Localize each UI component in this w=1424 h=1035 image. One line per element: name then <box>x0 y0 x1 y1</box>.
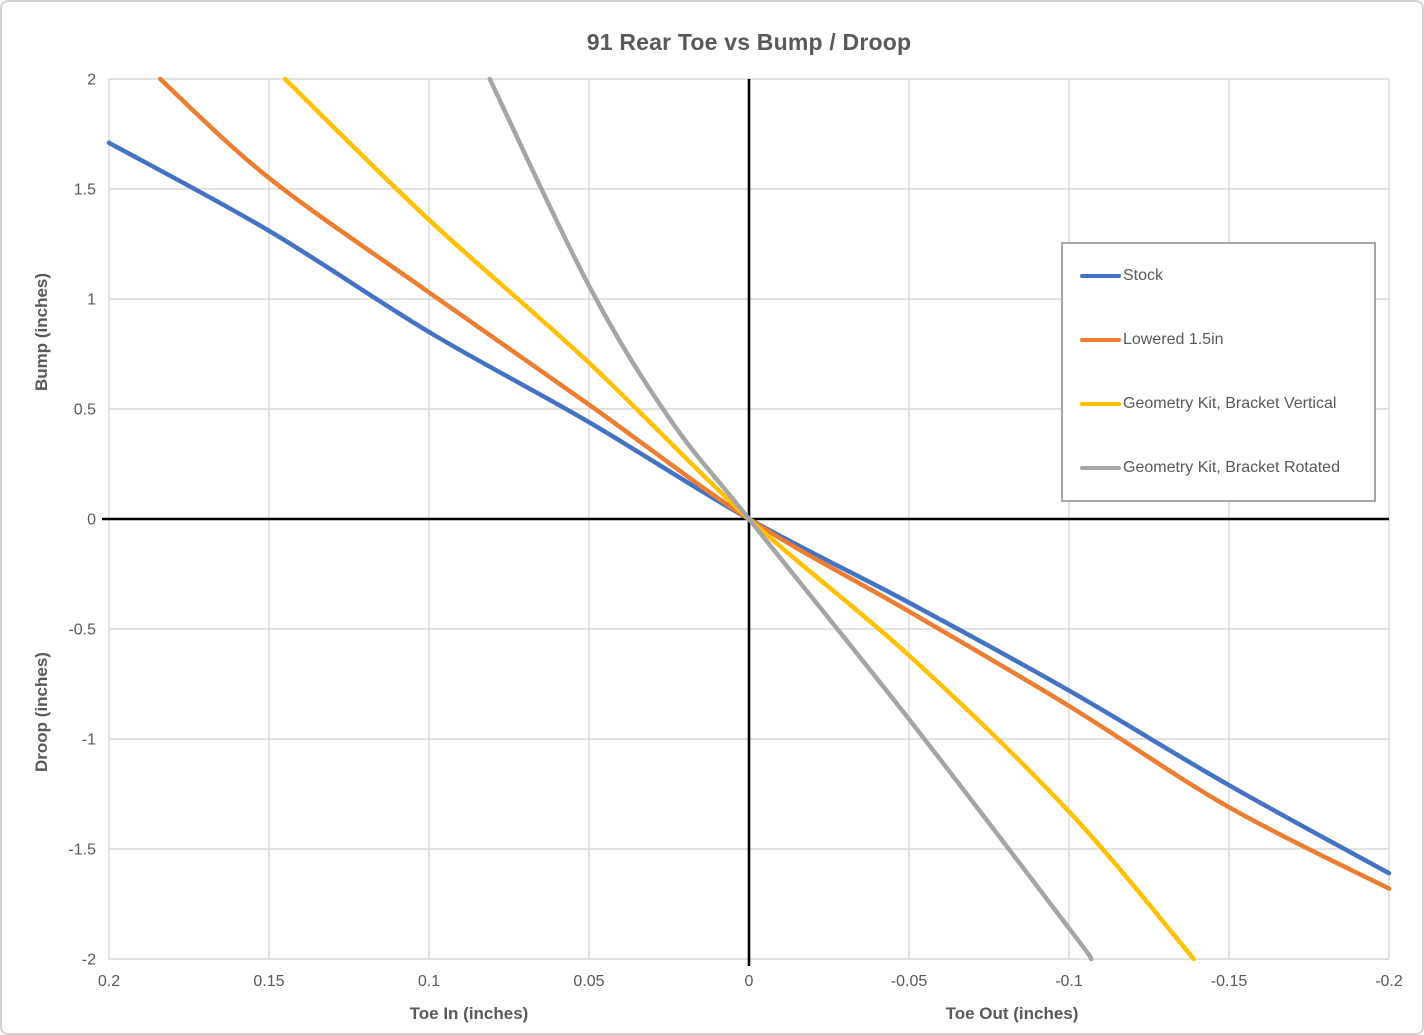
legend-item-lowered-1-5in[interactable]: Lowered 1.5in <box>1063 308 1374 372</box>
legend-item-stock[interactable]: Stock <box>1063 244 1374 308</box>
series-line-geometry-kit-bracket-rotated[interactable] <box>487 76 1094 962</box>
y-axis-title-bump: Bump (inches) <box>32 272 51 392</box>
y-tick-label: 1 <box>87 292 96 309</box>
y-tick-label: -1 <box>82 732 96 749</box>
y-tick-label: 0.5 <box>74 402 96 419</box>
legend-label: Geometry Kit, Bracket Rotated <box>1123 459 1340 476</box>
chart-title[interactable]: 91 Rear Toe vs Bump / Droop <box>586 29 912 55</box>
x-tick-label: -0.1 <box>1055 973 1083 990</box>
legend-item-geometry-kit-bracket-vertical[interactable]: Geometry Kit, Bracket Vertical <box>1063 372 1374 436</box>
legend[interactable]: Stock Lowered 1.5in Geometry Kit, Bracke… <box>1061 242 1376 502</box>
legend-label: Stock <box>1123 267 1164 284</box>
y-tick-label: 2 <box>87 72 96 89</box>
y-tick-label: -0.5 <box>68 622 96 639</box>
x-axis-title-toe-in: Toe In (inches) <box>409 1004 529 1023</box>
y-tick-label: 1.5 <box>74 182 96 199</box>
legend-item-geometry-kit-bracket-rotated[interactable]: Geometry Kit, Bracket Rotated <box>1063 436 1374 500</box>
legend-swatch-geometry-kit-bracket-vertical <box>1080 401 1121 407</box>
y-tick-label: -2 <box>82 952 96 969</box>
x-tick-label: 0 <box>745 973 754 990</box>
legend-swatch-geometry-kit-bracket-rotated <box>1080 465 1121 471</box>
x-tick-label: -0.05 <box>891 973 928 990</box>
x-tick-label: 0.2 <box>98 973 120 990</box>
legend-swatch-stock <box>1080 273 1121 279</box>
x-tick-label: 0.05 <box>573 973 604 990</box>
x-axis-title-toe-out: Toe Out (inches) <box>945 1004 1079 1023</box>
y-tick-label: -1.5 <box>68 842 96 859</box>
legend-label: Lowered 1.5in <box>1123 331 1224 348</box>
x-tick-label: -0.15 <box>1211 973 1248 990</box>
y-tick-label: 0 <box>87 512 96 529</box>
legend-swatch-lowered-1-5in <box>1080 337 1121 343</box>
x-tick-label: -0.2 <box>1375 973 1403 990</box>
x-tick-label: 0.1 <box>418 973 440 990</box>
legend-label: Geometry Kit, Bracket Vertical <box>1123 395 1337 412</box>
y-axis-title-droop: Droop (inches) <box>32 652 51 772</box>
x-tick-label: 0.15 <box>253 973 284 990</box>
